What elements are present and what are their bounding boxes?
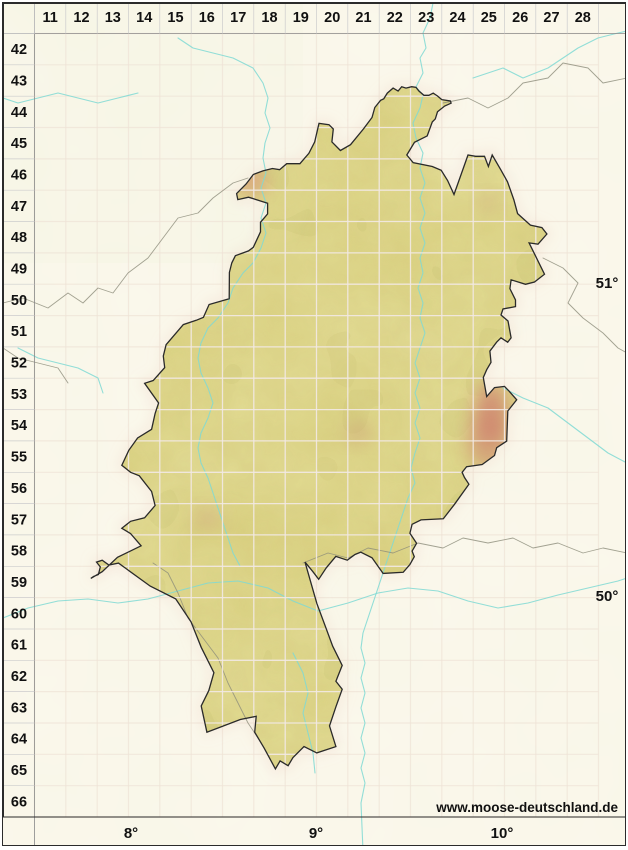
svg-text:45: 45: [11, 136, 27, 152]
svg-text:53: 53: [11, 387, 27, 403]
svg-text:22: 22: [387, 10, 403, 26]
svg-text:9°: 9°: [309, 825, 323, 842]
svg-text:46: 46: [11, 168, 27, 184]
svg-text:20: 20: [324, 10, 340, 26]
svg-text:21: 21: [355, 10, 371, 26]
svg-text:60: 60: [11, 606, 27, 622]
svg-text:50: 50: [11, 293, 27, 309]
svg-text:42: 42: [11, 42, 27, 58]
svg-text:48: 48: [11, 230, 27, 246]
svg-text:26: 26: [512, 10, 528, 26]
svg-text:15: 15: [167, 10, 183, 26]
svg-text:52: 52: [11, 356, 27, 372]
svg-text:16: 16: [199, 10, 215, 26]
svg-text:12: 12: [73, 10, 89, 26]
svg-text:57: 57: [11, 512, 27, 528]
svg-text:56: 56: [11, 481, 27, 497]
svg-text:25: 25: [481, 10, 497, 26]
svg-text:54: 54: [11, 418, 27, 434]
svg-text:17: 17: [230, 10, 246, 26]
svg-text:23: 23: [418, 10, 434, 26]
svg-text:www.moose-deutschland.de: www.moose-deutschland.de: [435, 800, 618, 815]
svg-text:19: 19: [293, 10, 309, 26]
svg-text:50°: 50°: [596, 588, 619, 605]
svg-text:59: 59: [11, 575, 27, 591]
svg-text:51: 51: [11, 324, 27, 340]
svg-text:28: 28: [575, 10, 591, 26]
svg-text:65: 65: [11, 763, 27, 779]
svg-text:58: 58: [11, 544, 27, 560]
svg-text:11: 11: [43, 10, 58, 26]
svg-text:55: 55: [11, 450, 27, 466]
svg-text:62: 62: [11, 669, 27, 685]
svg-text:64: 64: [11, 732, 27, 748]
svg-text:66: 66: [11, 794, 27, 810]
svg-text:47: 47: [11, 199, 27, 215]
svg-text:8°: 8°: [124, 825, 138, 842]
svg-text:44: 44: [11, 105, 27, 121]
svg-text:43: 43: [11, 74, 27, 90]
svg-text:51°: 51°: [596, 275, 619, 292]
svg-text:49: 49: [11, 262, 27, 278]
svg-text:13: 13: [105, 10, 121, 26]
svg-text:18: 18: [261, 10, 277, 26]
svg-text:27: 27: [543, 10, 559, 26]
svg-text:61: 61: [11, 638, 27, 654]
svg-text:10°: 10°: [491, 825, 514, 842]
svg-text:24: 24: [449, 10, 465, 26]
svg-text:14: 14: [136, 10, 152, 26]
svg-text:63: 63: [11, 700, 27, 716]
